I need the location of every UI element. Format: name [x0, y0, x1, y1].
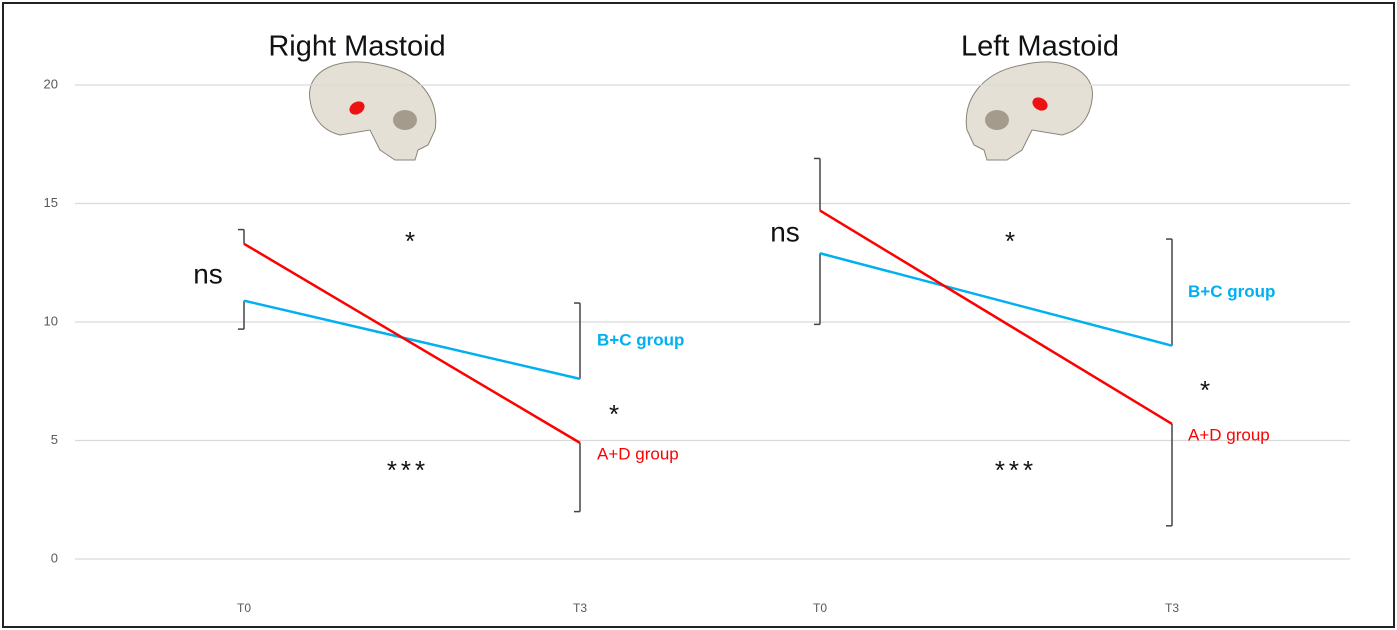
x-tick-label: T0 — [813, 601, 827, 615]
y-tick-label: 0 — [51, 550, 58, 565]
annotation: *** — [995, 455, 1037, 485]
chart-title: Left Mastoid — [961, 31, 1119, 63]
annotation: * — [405, 226, 415, 256]
series-line — [819, 252, 1173, 347]
annotation: * — [609, 399, 619, 429]
series-label: A+D group — [1188, 425, 1270, 444]
skull-icon — [309, 61, 437, 161]
skull-icon — [965, 61, 1093, 161]
series-line — [243, 299, 581, 381]
series-label: A+D group — [597, 444, 679, 463]
chart-title: Right Mastoid — [268, 31, 445, 63]
annotation: ns — [770, 216, 800, 247]
annotation: ns — [193, 258, 223, 289]
series-line — [819, 209, 1173, 425]
x-tick-label: T0 — [237, 601, 251, 615]
y-tick-label: 5 — [51, 432, 58, 447]
annotation: * — [1200, 375, 1210, 405]
y-tick-label: 10 — [44, 313, 58, 328]
series-label: B+C group — [1188, 282, 1275, 301]
y-tick-label: 20 — [44, 76, 58, 91]
annotation: * — [1005, 226, 1015, 256]
x-tick-label: T3 — [573, 601, 587, 615]
series-label: B+C group — [597, 330, 684, 349]
x-tick-label: T3 — [1165, 601, 1179, 615]
series-line — [243, 242, 581, 444]
annotation: *** — [387, 455, 429, 485]
y-tick-label: 15 — [44, 195, 58, 210]
